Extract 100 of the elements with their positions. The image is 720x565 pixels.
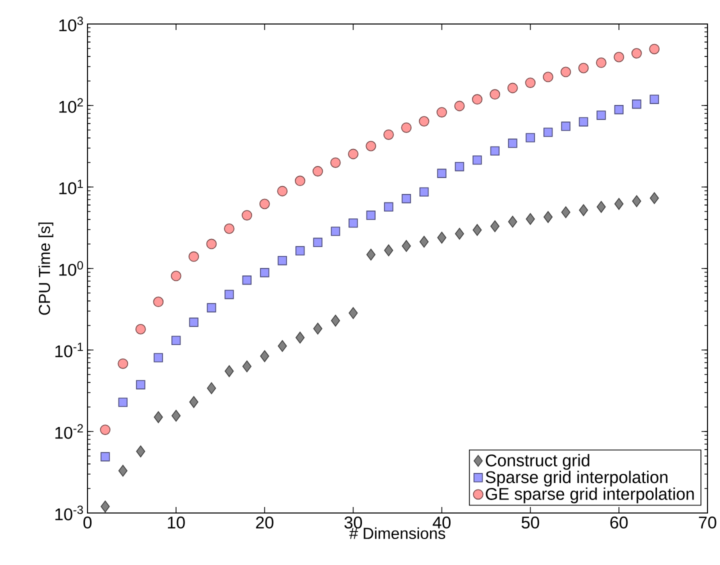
point bbox=[560, 66, 571, 78]
point bbox=[526, 213, 535, 225]
point bbox=[189, 396, 198, 408]
legend-label: Construct grid bbox=[486, 454, 590, 470]
point bbox=[525, 78, 536, 88]
point bbox=[100, 424, 110, 435]
point bbox=[136, 380, 146, 390]
point bbox=[330, 314, 340, 327]
point bbox=[472, 224, 482, 236]
x-tick-label: 10 bbox=[168, 516, 185, 529]
point bbox=[170, 270, 182, 282]
x-tick-label: 20 bbox=[256, 516, 274, 529]
y-tick-label: 10$^{0}$ bbox=[59, 261, 84, 276]
point bbox=[578, 204, 588, 216]
point bbox=[312, 166, 323, 176]
point bbox=[437, 168, 446, 178]
point bbox=[632, 100, 642, 109]
x-tick-label: 30 bbox=[344, 516, 362, 529]
point bbox=[596, 110, 606, 120]
point bbox=[578, 117, 588, 126]
point bbox=[224, 223, 234, 234]
point bbox=[436, 107, 447, 118]
legend-label: Sparse grid interpolation bbox=[486, 470, 668, 487]
point bbox=[189, 318, 198, 327]
point bbox=[454, 228, 464, 240]
y-axis-title: CPU Time [s] bbox=[38, 222, 54, 315]
point bbox=[260, 350, 270, 362]
point bbox=[384, 244, 394, 256]
point bbox=[153, 296, 164, 308]
point bbox=[135, 324, 146, 334]
point bbox=[260, 268, 270, 278]
point bbox=[118, 398, 128, 407]
point bbox=[649, 44, 660, 54]
point bbox=[383, 129, 394, 140]
point bbox=[418, 116, 430, 126]
point bbox=[259, 198, 270, 210]
y-tick-label: 10$^{-2}$ bbox=[55, 424, 83, 439]
x-tick-label: 60 bbox=[610, 516, 628, 529]
point bbox=[242, 210, 252, 220]
point bbox=[402, 240, 411, 252]
point bbox=[154, 411, 163, 424]
point bbox=[294, 176, 306, 186]
point bbox=[650, 94, 659, 104]
point bbox=[348, 218, 358, 228]
point bbox=[118, 358, 128, 369]
point bbox=[561, 122, 570, 131]
point bbox=[419, 187, 429, 197]
point bbox=[614, 198, 624, 210]
point bbox=[508, 138, 518, 148]
point bbox=[366, 140, 376, 152]
point bbox=[188, 251, 199, 262]
point bbox=[242, 360, 252, 372]
point bbox=[224, 290, 234, 300]
point bbox=[206, 303, 216, 312]
point bbox=[542, 72, 554, 82]
point bbox=[348, 307, 358, 319]
point bbox=[242, 276, 252, 285]
point bbox=[526, 133, 535, 142]
point bbox=[100, 500, 110, 512]
point bbox=[561, 206, 570, 218]
point bbox=[650, 192, 659, 204]
point bbox=[278, 340, 287, 352]
point bbox=[313, 322, 322, 335]
point bbox=[313, 238, 322, 248]
point bbox=[100, 452, 110, 462]
point bbox=[154, 353, 163, 362]
y-tick-label: 10$^{1}$ bbox=[59, 180, 83, 194]
point bbox=[472, 94, 482, 105]
point bbox=[507, 82, 518, 94]
y-tick-label: 10$^{2}$ bbox=[59, 98, 83, 113]
point bbox=[171, 336, 181, 346]
point bbox=[632, 195, 642, 208]
point bbox=[366, 248, 376, 261]
point bbox=[295, 246, 305, 256]
point bbox=[454, 100, 465, 112]
point bbox=[490, 146, 500, 156]
y-tick-label: 10$^{-3}$ bbox=[55, 506, 83, 520]
point bbox=[578, 62, 589, 74]
x-tick-label: 70 bbox=[698, 516, 716, 529]
point bbox=[614, 52, 624, 62]
point bbox=[544, 211, 553, 223]
point bbox=[384, 202, 394, 212]
point bbox=[508, 216, 518, 228]
point bbox=[596, 201, 606, 213]
point bbox=[490, 220, 500, 232]
x-tick-label: 40 bbox=[432, 516, 451, 529]
point bbox=[206, 238, 217, 250]
point bbox=[224, 365, 234, 378]
point bbox=[472, 155, 482, 165]
x-tick-label: 50 bbox=[522, 516, 540, 529]
point bbox=[420, 236, 429, 248]
y-tick-label: 10$^{3}$ bbox=[59, 16, 83, 32]
point bbox=[454, 162, 464, 172]
point bbox=[543, 128, 553, 137]
point bbox=[437, 232, 446, 244]
legend-label: GE sparse grid interpolation bbox=[486, 488, 694, 504]
point bbox=[631, 48, 642, 58]
point bbox=[401, 122, 412, 133]
point bbox=[330, 226, 340, 236]
point bbox=[118, 464, 128, 477]
